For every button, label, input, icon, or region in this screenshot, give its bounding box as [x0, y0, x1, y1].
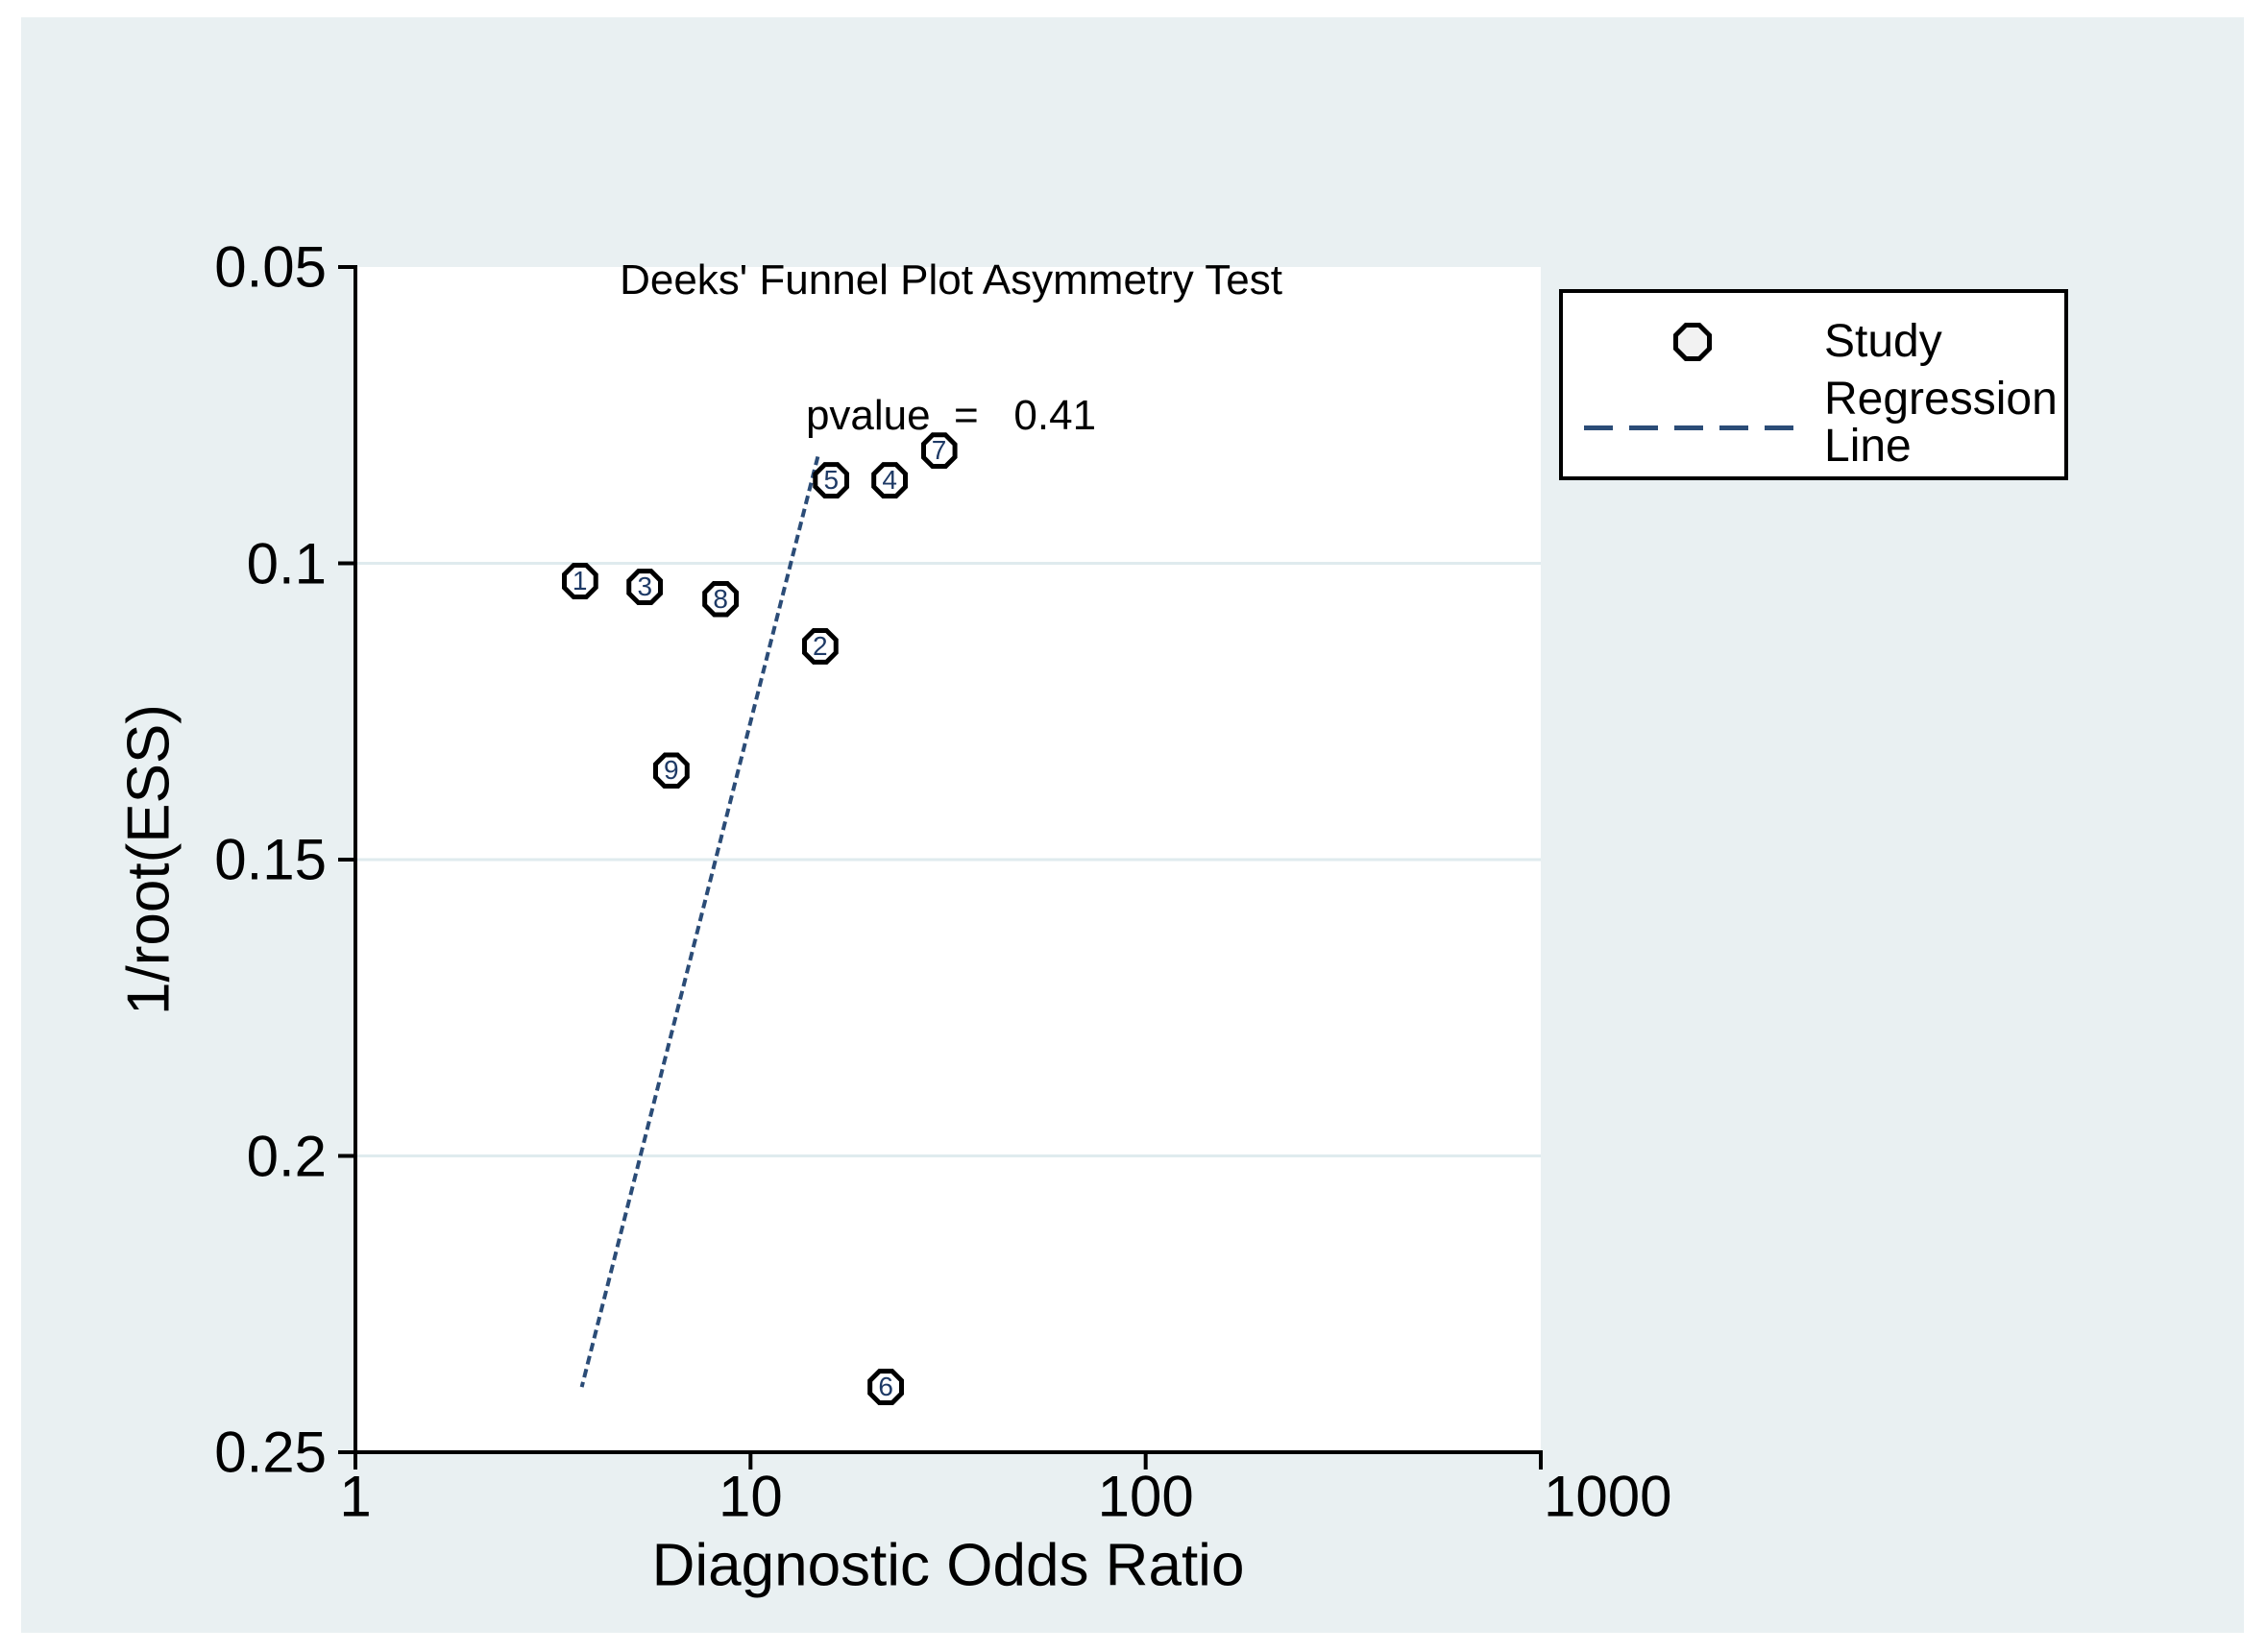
study-point-number-1: 1 — [566, 568, 594, 595]
legend-regression-line1: Regression — [1824, 374, 2058, 425]
x-tick-label-100: 100 — [1097, 1464, 1194, 1529]
x-tick-label-1: 1 — [339, 1464, 372, 1529]
regression-line-icon — [1584, 425, 1805, 430]
y-tick-label-0.2: 0.2 — [246, 1124, 327, 1188]
x-tick-label-1000: 1000 — [1544, 1464, 1672, 1529]
study-point-8: 8 — [702, 580, 740, 618]
study-point-5: 5 — [813, 462, 850, 499]
chart-panel: Deeks' Funnel Plot Asymmetry Test pvalue… — [21, 17, 2244, 1633]
study-marker-icon — [1673, 323, 1712, 361]
study-point-number-4: 4 — [876, 467, 904, 495]
chart-title-pvalue: pvalue = 0.41 — [805, 392, 1097, 439]
y-tick-label-0.1: 0.1 — [246, 531, 327, 595]
study-point-number-3: 3 — [631, 573, 659, 601]
study-point-number-8: 8 — [707, 585, 735, 613]
study-point-number-2: 2 — [806, 632, 834, 660]
y-axis-title: 1/root(ESS) — [115, 704, 183, 1015]
study-point-1: 1 — [561, 563, 598, 599]
study-point-6: 6 — [867, 1369, 905, 1406]
regression-line — [579, 455, 820, 1388]
study-point-number-5: 5 — [817, 467, 845, 495]
legend-regression-label: Regression Line — [1824, 376, 2058, 470]
legend-regression-line2: Line — [1824, 421, 1912, 472]
y-tick-label-0.15: 0.15 — [214, 827, 327, 892]
x-tick-label-10: 10 — [718, 1464, 783, 1529]
study-point-7: 7 — [920, 432, 958, 470]
legend-box: Study Regression Line — [1559, 289, 2068, 480]
study-point-number-6: 6 — [872, 1373, 900, 1401]
chart-title-line1: Deeks' Funnel Plot Asymmetry Test — [620, 256, 1282, 304]
study-point-9: 9 — [652, 752, 690, 790]
study-point-2: 2 — [801, 627, 839, 665]
study-point-number-7: 7 — [925, 437, 953, 465]
legend-study-label: Study — [1824, 316, 1942, 367]
y-tick-label-0.05: 0.05 — [214, 234, 327, 300]
chart-title: Deeks' Funnel Plot Asymmetry Test pvalue… — [620, 167, 1282, 528]
y-tick-label-0.25: 0.25 — [214, 1420, 327, 1485]
study-point-3: 3 — [626, 569, 664, 606]
x-axis-title: Diagnostic Odds Ratio — [651, 1532, 1245, 1599]
study-point-4: 4 — [871, 462, 909, 499]
study-point-number-9: 9 — [657, 757, 685, 785]
study-marker-inner — [1678, 328, 1707, 356]
